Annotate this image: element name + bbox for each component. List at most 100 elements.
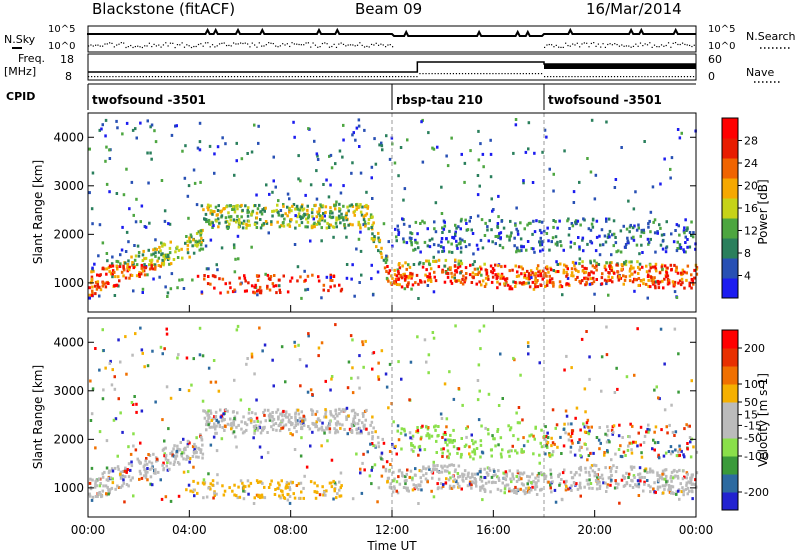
heatmap-cell — [234, 435, 237, 439]
heatmap-cell — [683, 226, 686, 230]
heatmap-cell — [215, 424, 218, 428]
heatmap-cell — [409, 271, 412, 275]
nave-tick-low: 0 — [708, 70, 715, 83]
heatmap-cell — [588, 429, 591, 433]
heatmap-cell — [425, 425, 428, 429]
heatmap-cell — [637, 473, 640, 477]
heatmap-cell — [132, 494, 135, 498]
heatmap-cell — [565, 274, 568, 278]
nave-point — [124, 76, 126, 78]
heatmap-cell — [176, 245, 179, 249]
heatmap-cell — [515, 206, 518, 210]
heatmap-cell — [297, 496, 301, 500]
heatmap-cell — [92, 269, 95, 273]
heatmap-cell — [441, 455, 444, 458]
heatmap-cell — [640, 451, 643, 455]
heatmap-cell — [554, 500, 558, 504]
search-noise-point — [618, 45, 621, 47]
heatmap-cell — [364, 418, 367, 422]
heatmap-cell — [647, 225, 650, 229]
heatmap-cell — [551, 236, 555, 240]
heatmap-cell — [226, 227, 230, 230]
heatmap-cell — [334, 323, 337, 327]
heatmap-cell — [321, 204, 325, 208]
heatmap-cell — [658, 485, 662, 489]
heatmap-cell — [113, 270, 116, 274]
heatmap-cell — [351, 133, 354, 137]
heatmap-cell — [689, 455, 693, 459]
heatmap-cell — [559, 435, 562, 439]
nave-point — [507, 73, 509, 75]
heatmap-cell — [417, 246, 420, 250]
heatmap-cell — [116, 454, 119, 458]
heatmap-cell — [127, 268, 131, 272]
heatmap-cell — [351, 205, 355, 208]
heatmap-cell — [446, 465, 449, 469]
heatmap-cell — [164, 495, 168, 499]
heatmap-cell — [318, 214, 322, 218]
search-noise-point — [95, 44, 97, 46]
heatmap-cell — [288, 210, 291, 214]
heatmap-cell — [269, 275, 273, 278]
heatmap-cell — [353, 213, 356, 217]
heatmap-cell — [387, 279, 390, 283]
heatmap-cell — [687, 424, 690, 428]
heatmap-cell — [360, 213, 364, 217]
heatmap-cell — [525, 248, 528, 252]
heatmap-cell — [508, 469, 511, 473]
heatmap-cell — [637, 277, 641, 280]
heatmap-cell — [527, 486, 530, 490]
heatmap-cell — [389, 482, 392, 486]
colorbar-swatch — [722, 258, 738, 279]
heatmap-cell — [188, 441, 191, 445]
heatmap-cell — [417, 483, 420, 487]
heatmap-cell — [647, 430, 650, 434]
heatmap-cell — [642, 489, 645, 493]
heatmap-cell — [333, 204, 336, 208]
heatmap-cell — [144, 256, 148, 260]
heatmap-cell — [320, 444, 323, 448]
heatmap-cell — [544, 452, 547, 456]
heatmap-cell — [178, 448, 182, 452]
x-tick-label: 16:00 — [476, 523, 511, 537]
search-noise-point — [123, 42, 125, 44]
heatmap-cell — [233, 493, 236, 497]
heatmap-cell — [397, 263, 401, 267]
heatmap-cell — [493, 469, 496, 473]
heatmap-cell — [233, 210, 237, 214]
search-noise-point — [181, 42, 183, 44]
heatmap-cell — [125, 167, 128, 171]
nave-point — [282, 76, 284, 78]
heatmap-cell — [560, 244, 563, 248]
heatmap-cell — [209, 204, 212, 208]
heatmap-cell — [600, 228, 604, 232]
heatmap-cell — [623, 278, 627, 282]
heatmap-cell — [300, 490, 303, 494]
heatmap-cell — [350, 431, 354, 434]
heatmap-cell — [432, 290, 436, 294]
cpid-segments: twofsound -3501 rbsp-tau 210 twofsound -35… — [87, 84, 662, 110]
heatmap-cell — [262, 427, 266, 431]
heatmap-cell — [121, 470, 125, 473]
heatmap-cell — [386, 479, 389, 483]
heatmap-cell — [355, 427, 359, 431]
nave-point — [157, 76, 160, 78]
heatmap-cell — [646, 470, 649, 474]
x-axis-label: Time UT — [366, 539, 417, 553]
heatmap-cell — [301, 216, 304, 220]
heatmap-cell — [256, 278, 260, 282]
heatmap-cell — [511, 444, 514, 448]
heatmap-cell — [491, 209, 494, 213]
nave-point — [103, 76, 105, 78]
heatmap-cell — [417, 502, 420, 505]
heatmap-cell — [306, 287, 310, 291]
heatmap-cell — [90, 498, 94, 502]
heatmap-cell — [661, 472, 664, 476]
heatmap-cell — [185, 457, 188, 461]
heatmap-cell — [481, 484, 485, 488]
heatmap-cell — [597, 438, 601, 442]
heatmap-cell — [302, 486, 305, 490]
heatmap-cell — [172, 258, 176, 261]
heatmap-cell — [612, 232, 616, 236]
